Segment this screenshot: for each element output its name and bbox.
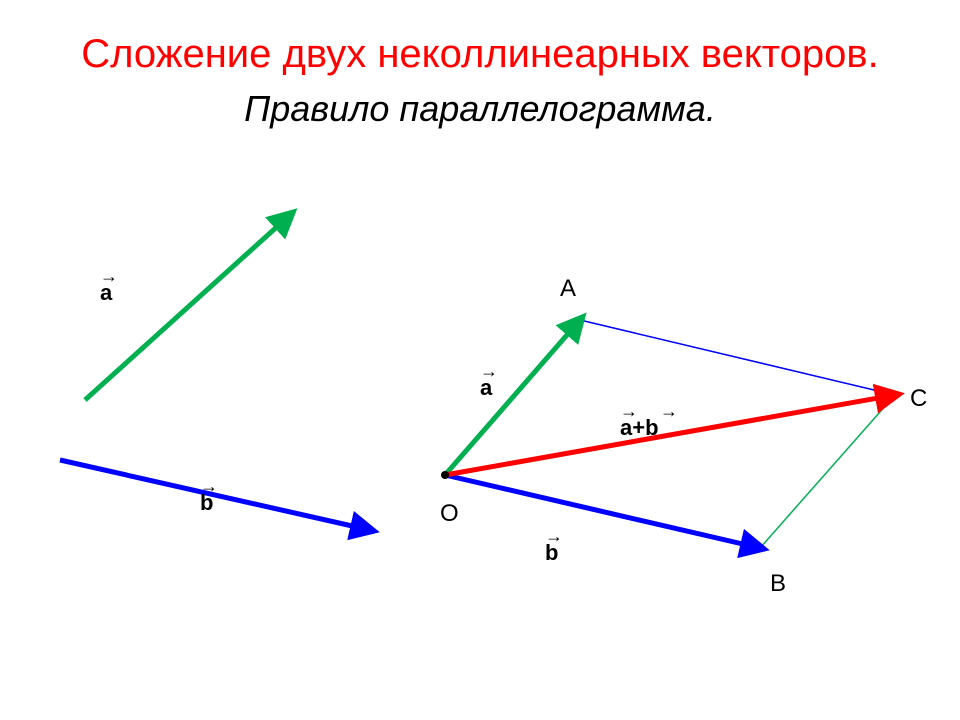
label-a-right: а (480, 375, 492, 401)
label-b-right: b (545, 540, 558, 566)
right-vector-a-OA (445, 320, 580, 475)
label-b-left: b (200, 490, 213, 516)
line-AC (580, 320, 895, 395)
label-sum: а+b (620, 415, 659, 441)
point-label-B: В (770, 570, 786, 598)
label-a-left: a (100, 280, 112, 306)
point-label-A: А (560, 275, 576, 303)
origin-point (441, 471, 449, 479)
line-BC (760, 395, 895, 548)
point-label-C: С (910, 385, 927, 413)
left-vector-a (85, 215, 290, 400)
diagram-svg (0, 0, 960, 720)
right-vector-b-OB (445, 475, 760, 548)
point-label-O: О (440, 500, 459, 528)
arrow-symbol-sum-b: → (660, 401, 676, 422)
